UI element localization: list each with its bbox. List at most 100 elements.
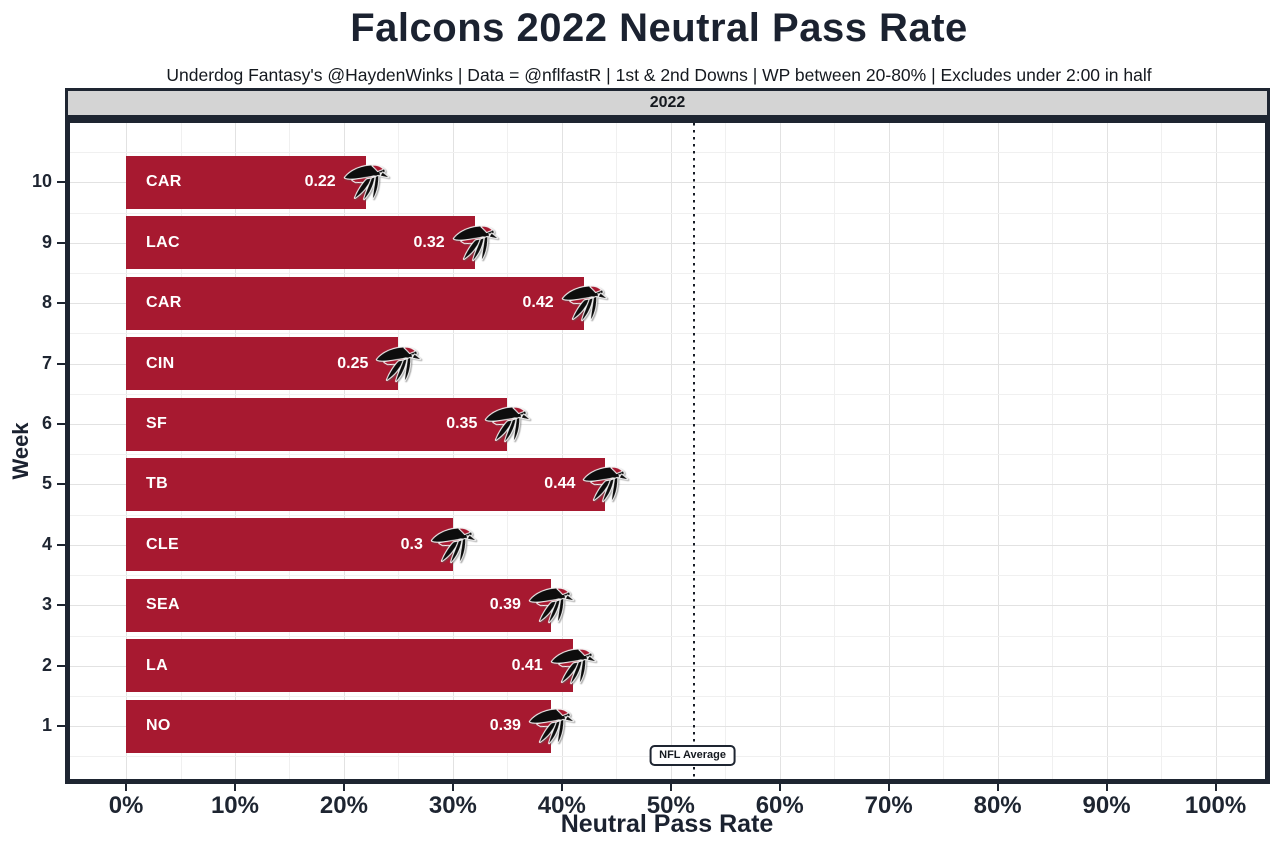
value-label: 0.35 [446, 415, 478, 433]
grid-line-horizontal [70, 454, 1265, 456]
y-axis-tick-mark [57, 483, 65, 486]
y-axis-tick-label: 2 [41, 654, 52, 675]
x-axis-tick-mark [1105, 784, 1108, 791]
opponent-label: CIN [146, 354, 175, 372]
grid-line-vertical [398, 123, 400, 779]
y-axis-tick-mark [57, 664, 65, 667]
x-axis-tick-label: 30% [428, 792, 477, 819]
grid-line-vertical [725, 123, 727, 779]
bar-week-1: NO 0.39 [126, 699, 575, 753]
grid-line-vertical [1215, 123, 1217, 779]
y-axis-tick-label: 1 [41, 715, 52, 736]
opponent-label: CAR [146, 294, 182, 312]
grid-line-vertical [180, 123, 182, 779]
x-axis-tick-label: 20% [319, 792, 368, 819]
grid-line-vertical [289, 123, 291, 779]
grid-line-vertical [452, 123, 454, 779]
facet-label: 2022 [649, 94, 686, 111]
chart-panel: CAR 0.22 LAC 0.32 CAR 0.42 CIN 0.25 SF 0.35 TB 0.44… [65, 118, 1270, 784]
y-axis-tick-mark [57, 543, 65, 546]
grid-line-horizontal [70, 152, 1265, 154]
value-label: 0.42 [522, 294, 554, 312]
grid-line-vertical [1161, 123, 1163, 779]
grid-line-horizontal [70, 544, 1265, 546]
opponent-label: CAR [146, 173, 182, 191]
value-label: 0.25 [337, 354, 369, 372]
grid-line-horizontal [70, 575, 1265, 577]
grid-line-vertical [997, 123, 999, 779]
x-axis-tick-label: 0% [108, 792, 144, 819]
falcons-logo-icon [527, 701, 577, 750]
falcons-logo-icon [341, 157, 391, 206]
x-axis-tick-mark [669, 784, 672, 791]
chart-header: Falcons 2022 Neutral Pass Rate Underdog … [0, 0, 1280, 86]
grid-line-horizontal [70, 242, 1265, 244]
grid-line-horizontal [70, 182, 1265, 184]
opponent-label: SF [146, 415, 168, 433]
value-label: 0.32 [413, 233, 445, 251]
bar-week-5: TB 0.44 [126, 457, 629, 511]
y-axis-tick-label: 8 [41, 292, 52, 313]
grid-line-horizontal [70, 363, 1265, 365]
value-label: 0.39 [489, 717, 521, 735]
grid-line-vertical [126, 123, 128, 779]
x-axis-tick-mark [233, 784, 236, 791]
y-axis-tick-mark [57, 302, 65, 305]
x-axis-tick-label: 90% [1082, 792, 1131, 819]
x-axis-tick-label: 100% [1184, 792, 1247, 819]
x-axis-title: Neutral Pass Rate [560, 810, 774, 838]
nfl-average-line [692, 123, 695, 779]
facet-strip: 2022 [65, 88, 1270, 118]
grid-line-vertical [1052, 123, 1054, 779]
grid-line-horizontal [70, 303, 1265, 305]
opponent-label: NO [146, 717, 171, 735]
falcons-logo-icon [581, 459, 631, 508]
falcons-logo-icon [429, 520, 479, 569]
y-axis-tick-mark [57, 423, 65, 426]
value-label: 0.39 [489, 596, 521, 614]
y-axis-tick-mark [57, 725, 65, 728]
x-axis-tick-label: 40% [537, 792, 586, 819]
y-axis-tick-label: 10 [31, 171, 52, 192]
nfl-average-badge: NFL Average [649, 745, 736, 766]
bar-week-10: CAR 0.22 [126, 155, 389, 209]
grid-line-vertical [234, 123, 236, 779]
value-label: 0.44 [544, 475, 576, 493]
falcons-logo-icon [450, 218, 500, 267]
x-axis-tick-label: 10% [210, 792, 259, 819]
bar-week-4: CLE 0.3 [126, 518, 477, 572]
grid-line-horizontal [70, 635, 1265, 637]
y-axis-tick-label: 3 [41, 594, 52, 615]
x-axis-tick-mark [887, 784, 890, 791]
falcons-logo-icon [374, 338, 424, 387]
grid-line-vertical [343, 123, 345, 779]
grid-line-vertical [1106, 123, 1108, 779]
page-subtitle: Underdog Fantasy's @HaydenWinks | Data =… [166, 65, 1152, 85]
grid-line-horizontal [70, 424, 1265, 426]
y-axis-tick-label: 4 [41, 533, 52, 554]
bar-week-9: LAC 0.32 [126, 216, 498, 270]
bar-week-6: SF 0.35 [126, 397, 531, 451]
grid-line-horizontal [70, 726, 1265, 728]
y-axis-tick-label: 6 [41, 413, 52, 434]
grid-line-horizontal [70, 514, 1265, 516]
falcons-logo-icon [548, 641, 598, 690]
grid-line-vertical [888, 123, 890, 779]
y-axis-title: Week [8, 422, 33, 480]
grid-line-horizontal [70, 605, 1265, 607]
grid-line-vertical [834, 123, 836, 779]
y-axis-tick-label: 9 [41, 231, 52, 252]
y-axis-tick-mark [57, 362, 65, 365]
grid-line-horizontal [70, 484, 1265, 486]
x-axis-tick-mark [1214, 784, 1217, 791]
value-label: 0.22 [304, 173, 336, 191]
grid-line-horizontal [70, 333, 1265, 335]
opponent-label: LAC [146, 233, 180, 251]
grid-line-vertical [779, 123, 781, 779]
falcons-logo-icon [527, 580, 577, 629]
y-axis-tick-mark [57, 181, 65, 184]
grid-line-vertical [616, 123, 618, 779]
y-axis-tick-mark [57, 604, 65, 607]
grid-line-horizontal [70, 695, 1265, 697]
